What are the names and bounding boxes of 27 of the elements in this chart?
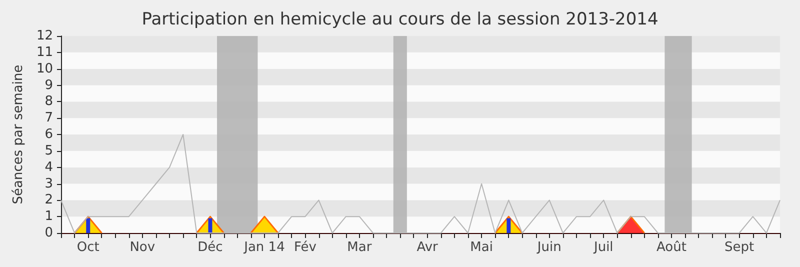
x-tick-label: Juin — [536, 240, 562, 255]
y-tick-label: 7 — [44, 110, 53, 126]
x-tick-label: Fév — [294, 240, 317, 255]
y-axis-title: Séances par semaine — [11, 64, 26, 204]
x-tick-label: Juil — [592, 240, 614, 255]
x-tick-label: Oct — [76, 240, 100, 255]
y-tick-label: 1 — [44, 209, 53, 224]
y-tick-label: 10 — [36, 61, 53, 76]
x-tick-label: Août — [656, 240, 686, 255]
x-tick-label: Déc — [198, 240, 223, 255]
y-tick-label: 8 — [44, 94, 53, 110]
y-tick-label: 12 — [36, 28, 53, 44]
y-tick-label: 0 — [44, 226, 53, 240]
x-tick-label: Jan 14 — [243, 240, 285, 255]
y-tick-label: 4 — [44, 160, 53, 175]
y-tick-label: 9 — [44, 78, 53, 93]
x-tick-label: Avr — [416, 240, 439, 255]
y-tick-label: 2 — [44, 192, 53, 208]
y-tick-label: 6 — [44, 127, 53, 142]
y-tick-label: 11 — [36, 44, 53, 60]
x-tick-label: Sept — [724, 240, 754, 255]
x-tick-label: Mar — [347, 240, 372, 255]
y-tick-label: 3 — [44, 176, 53, 192]
y-tick-label: 5 — [44, 143, 53, 158]
chart-title: Participation en hemicycle au cours de la session 2013-2014 — [142, 10, 658, 30]
x-tick-label: Mai — [470, 240, 493, 255]
x-tick-label: Nov — [130, 240, 156, 255]
